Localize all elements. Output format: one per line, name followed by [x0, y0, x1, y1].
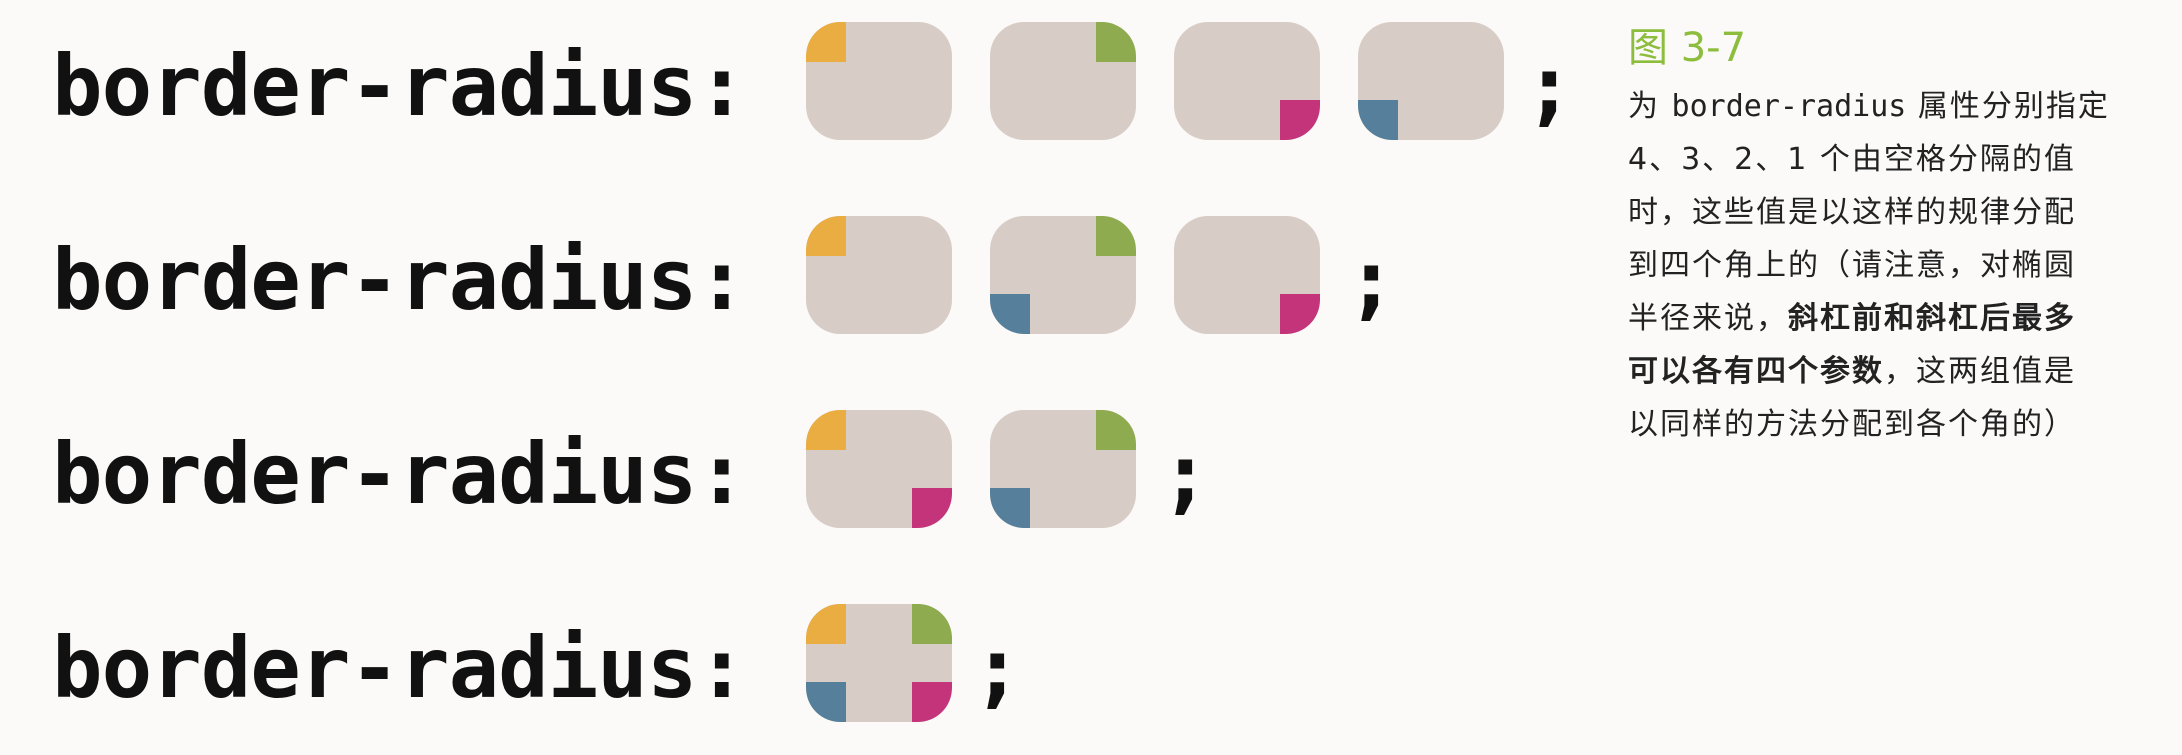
corner-bottom-left	[990, 488, 1030, 528]
corner-bottom-right	[912, 682, 952, 722]
code-label: border-radius:	[52, 619, 747, 717]
caption-line: 为 border-radius 属性分别指定	[1628, 80, 2168, 133]
corner-bottom-right	[912, 488, 952, 528]
caption-text: 为	[1628, 89, 1672, 124]
code-label: border-radius:	[52, 425, 747, 523]
corner-bottom-left	[806, 682, 846, 722]
semicolon: ;	[1346, 231, 1397, 329]
caption-text: ，这两组值是	[1884, 354, 2076, 389]
box-top-right	[990, 22, 1136, 140]
semicolon: ;	[972, 619, 1023, 717]
caption-bold-text: 斜杠前和斜杠后最多	[1788, 301, 2076, 336]
corner-top-left	[806, 604, 846, 644]
corner-bottom-right	[1280, 100, 1320, 140]
corner-top-right	[1096, 410, 1136, 450]
caption-line: 半径来说，斜杠前和斜杠后最多	[1628, 292, 2168, 345]
semicolon: ;	[1160, 425, 1211, 523]
corner-top-left	[806, 410, 846, 450]
corner-top-right	[912, 604, 952, 644]
caption-line: 到四个角上的（请注意，对椭圆	[1628, 248, 2076, 283]
corner-bottom-right	[1280, 294, 1320, 334]
box-top-right-bottom-left	[990, 410, 1136, 528]
corner-bottom-left	[990, 294, 1030, 334]
box-top-left-bottom-right	[806, 410, 952, 528]
corner-top-left	[806, 216, 846, 256]
caption-text: 半径来说，	[1628, 301, 1788, 336]
corner-top-right	[1096, 22, 1136, 62]
corner-bottom-left	[1358, 100, 1398, 140]
code-label: border-radius:	[52, 37, 747, 135]
box-top-left	[806, 216, 952, 334]
box-bottom-right	[1174, 216, 1320, 334]
corner-top-right	[1096, 216, 1136, 256]
box-bottom-left	[1358, 22, 1504, 140]
caption-line: 时，这些值是以这样的规律分配	[1628, 195, 2076, 230]
caption-code: border-radius	[1671, 89, 1907, 124]
figure-caption: 图 3-7 为 border-radius 属性分别指定 4、3、2、1 个由空…	[1628, 24, 2168, 451]
box-bottom-right	[1174, 22, 1320, 140]
caption-text: 属性分别指定	[1906, 89, 2110, 124]
box-all-corners	[806, 604, 952, 722]
border-radius-diagram: border-radius: ; border-radius: ; border…	[52, 22, 1575, 722]
box-top-right-bottom-left	[990, 216, 1136, 334]
caption-line: 可以各有四个参数，这两组值是	[1628, 345, 2168, 398]
semicolon: ;	[1524, 37, 1575, 135]
code-label: border-radius:	[52, 231, 747, 329]
caption-line: 以同样的方法分配到各个角的）	[1628, 407, 2076, 442]
corner-top-left	[806, 22, 846, 62]
figure-title: 图 3-7	[1628, 25, 1747, 71]
caption-line: 4、3、2、1 个由空格分隔的值	[1628, 142, 2076, 177]
caption-bold-text: 可以各有四个参数	[1628, 354, 1884, 389]
box-top-left	[806, 22, 952, 140]
